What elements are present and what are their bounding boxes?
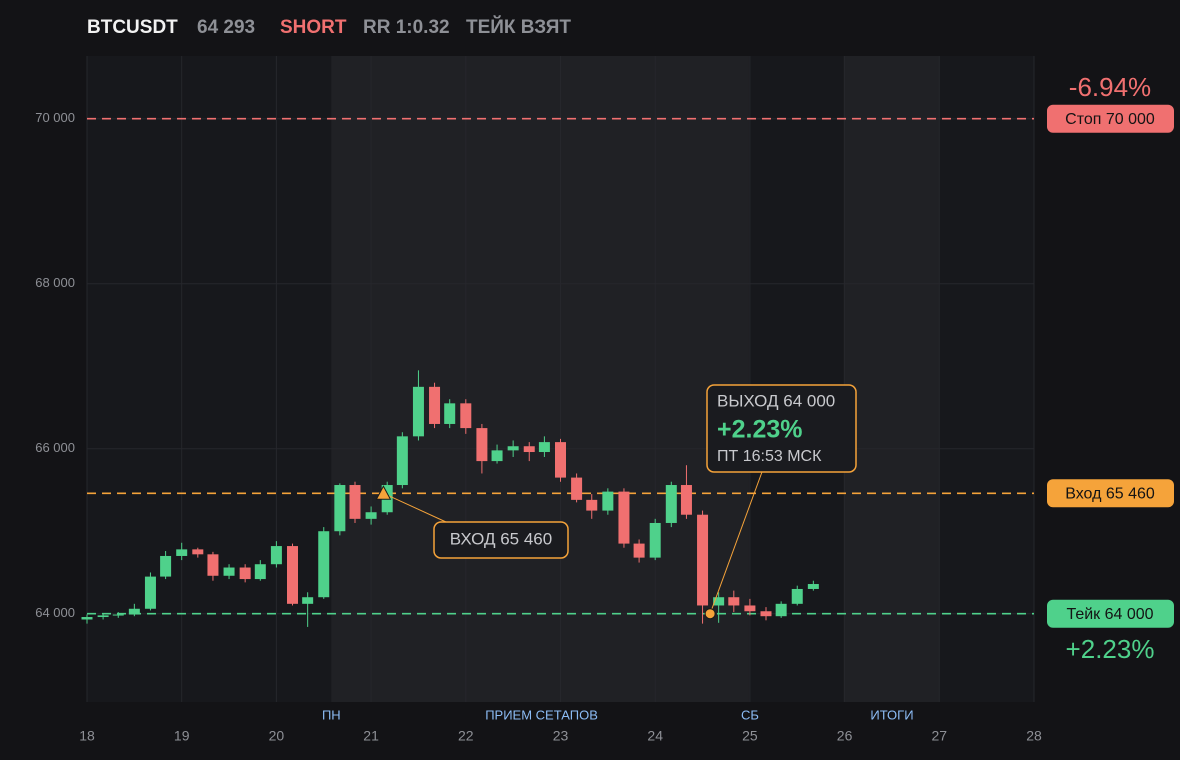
candle-body: [602, 491, 614, 511]
risk-reward: RR 1:0.32: [363, 17, 450, 38]
candle-body: [81, 617, 93, 620]
x-tick-label: 23: [553, 728, 569, 744]
candle-body: [412, 386, 424, 437]
candle-body: [97, 615, 109, 618]
candle-body: [192, 549, 204, 555]
candle-body: [523, 446, 535, 453]
entry-connector: [383, 492, 447, 523]
entry-box: [433, 521, 569, 559]
period-label: ИТОГИ: [870, 707, 913, 722]
exit-marker: [704, 608, 716, 620]
x-tick-label: 26: [837, 728, 853, 744]
candle-body: [491, 450, 503, 462]
exit-pct: +2.23%: [717, 416, 803, 444]
candle-body: [349, 485, 361, 519]
x-tick-label: 27: [932, 728, 948, 744]
x-tick-label: 18: [79, 728, 95, 744]
candle-body: [571, 477, 583, 500]
candle-body: [365, 512, 377, 519]
candle-body: [728, 597, 740, 606]
x-tick-label: 25: [742, 728, 758, 744]
candle-body: [207, 554, 219, 576]
status: ТЕЙК ВЗЯТ: [466, 16, 571, 38]
exit-connector: [709, 471, 763, 614]
symbol: BTCUSDT: [87, 17, 178, 38]
candle-body: [318, 531, 330, 598]
entry-label: ВХОД 65 460: [450, 529, 552, 548]
y-tick-label: 70 000: [35, 110, 75, 125]
candle-body: [649, 522, 661, 558]
candle-body: [396, 436, 408, 486]
candle-body: [239, 567, 251, 580]
level-badge: [1047, 104, 1174, 133]
candle-body: [160, 555, 172, 577]
candle-body: [270, 546, 282, 565]
y-tick-label: 68 000: [35, 275, 75, 290]
exit-title: ВЫХОД 64 000: [717, 391, 835, 410]
candle-body: [807, 584, 819, 589]
entry-marker: [375, 485, 392, 500]
x-tick-label: 28: [1026, 728, 1042, 744]
x-tick-label: 20: [269, 728, 285, 744]
session-shade: [843, 56, 940, 702]
take-pct: +2.23%: [1066, 634, 1155, 664]
y-tick-label: 66 000: [35, 440, 75, 455]
session-shade: [331, 56, 749, 702]
candle-body: [223, 567, 235, 576]
candle-body: [429, 386, 441, 424]
candle-body: [460, 403, 472, 429]
candle-body: [744, 605, 756, 612]
period-label: ПРИЕМ СЕТАПОВ: [485, 707, 598, 722]
candle-body: [507, 446, 519, 451]
candle-body: [444, 403, 456, 424]
x-tick-label: 21: [363, 728, 379, 744]
period-label: СБ: [741, 707, 759, 722]
side: SHORT: [280, 17, 347, 38]
level-badge: [1047, 479, 1174, 508]
candle-body: [538, 442, 550, 453]
exit-box: [706, 384, 857, 473]
candle-body: [665, 485, 677, 523]
candle-body: [302, 597, 314, 604]
candle-body: [334, 485, 346, 532]
x-tick-label: 24: [647, 728, 663, 744]
period-label: ПН: [322, 707, 341, 722]
x-tick-label: 22: [458, 728, 474, 744]
y-tick-label: 64 000: [35, 605, 75, 620]
candle-body: [586, 499, 598, 511]
candle-body: [286, 546, 298, 604]
level-label: Тейк 64 000: [1066, 606, 1153, 623]
candle-body: [775, 603, 787, 617]
level-label: Стоп 70 000: [1065, 111, 1155, 128]
candle-body: [760, 611, 772, 617]
exit-time: ПТ 16:53 МСК: [717, 448, 822, 465]
level-label: Вход 65 460: [1065, 485, 1155, 502]
candle-body: [680, 485, 692, 515]
level-badge: [1047, 599, 1174, 628]
candle-body: [112, 614, 124, 616]
x-tick-label: 19: [174, 728, 190, 744]
candle-body: [618, 491, 630, 544]
candle-body: [555, 442, 566, 478]
candle-body: [633, 543, 645, 558]
candle-body: [713, 597, 725, 606]
candle-body: [476, 428, 488, 462]
candle-body: [254, 564, 266, 580]
price: 64 293: [197, 17, 255, 38]
candle-body: [791, 588, 803, 604]
candle-body: [128, 608, 140, 615]
candle-body: [697, 514, 709, 606]
candle-body: [176, 549, 188, 556]
stop-pct: -6.94%: [1069, 72, 1151, 102]
candle-body: [144, 576, 156, 609]
